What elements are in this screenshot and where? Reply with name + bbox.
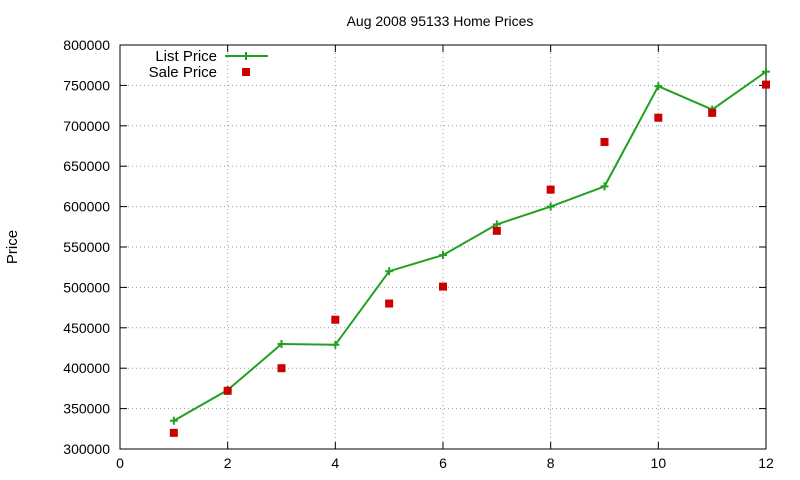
sale-price-point: [546, 185, 555, 194]
y-tick-label: 600000: [63, 199, 110, 215]
series: [169, 67, 770, 437]
x-tick-label: 6: [439, 455, 447, 471]
x-tick-labels: 0 2 4 6 8 10 12: [116, 455, 774, 471]
list-price-point: [439, 251, 447, 260]
x-tick-label: 8: [547, 455, 555, 471]
sale-price-point: [492, 226, 501, 235]
sale-price-point: [169, 428, 178, 437]
y-tick-label: 300000: [63, 441, 110, 457]
y-tick-label: 500000: [63, 279, 110, 295]
list-price-line: [173, 70, 767, 422]
sale-price-point: [708, 108, 717, 117]
grid: [120, 45, 766, 449]
legend-sample-sale-price: [242, 68, 250, 76]
list-price-point: [169, 416, 178, 425]
legend-sample-list-price: [225, 52, 268, 60]
list-price-point: [546, 202, 555, 211]
y-tick-label: 400000: [63, 360, 110, 376]
sale-price-point: [331, 315, 340, 324]
list-price-point: [654, 82, 663, 91]
sale-price-point: [385, 299, 394, 308]
y-tick-label: 450000: [63, 320, 110, 336]
y-tick-label: 750000: [63, 77, 110, 93]
legend-list-price-marker: [242, 52, 250, 60]
legend-label-list-price: List Price: [155, 48, 217, 65]
legend-label-sale-price: Sale Price: [149, 64, 217, 81]
sale-price-point: [439, 282, 447, 291]
list-price-point: [277, 339, 286, 348]
sale-price-point: [600, 137, 609, 146]
y-tick-label: 650000: [63, 158, 110, 174]
list-price-point: [331, 340, 340, 349]
sale-price-point: [762, 80, 770, 89]
x-tick-label: 4: [331, 455, 339, 471]
legend: List Price Sale Price: [149, 48, 268, 81]
x-tick-label: 10: [651, 455, 667, 471]
y-tick-label: 350000: [63, 401, 110, 417]
x-tick-label: 0: [116, 455, 124, 471]
list-price-point: [762, 67, 770, 76]
y-tick-label: 800000: [63, 37, 110, 53]
chart-title: Aug 2008 95133 Home Prices: [347, 13, 534, 29]
x-tick-label: 12: [758, 455, 774, 471]
sale-price-point: [223, 386, 232, 395]
list-price-point: [600, 182, 609, 191]
sale-price-point: [654, 113, 663, 122]
y-tick-label: 700000: [63, 118, 110, 134]
y-tick-label: 550000: [63, 239, 110, 255]
list-price-point: [385, 267, 394, 276]
x-tick-label: 2: [224, 455, 232, 471]
legend-sale-price-marker: [242, 68, 250, 76]
sale-price-point: [277, 364, 286, 373]
y-axis-label: Price: [4, 230, 21, 264]
y-tick-labels: 300000 350000 400000 450000 500000 550000 6000…: [63, 37, 110, 457]
